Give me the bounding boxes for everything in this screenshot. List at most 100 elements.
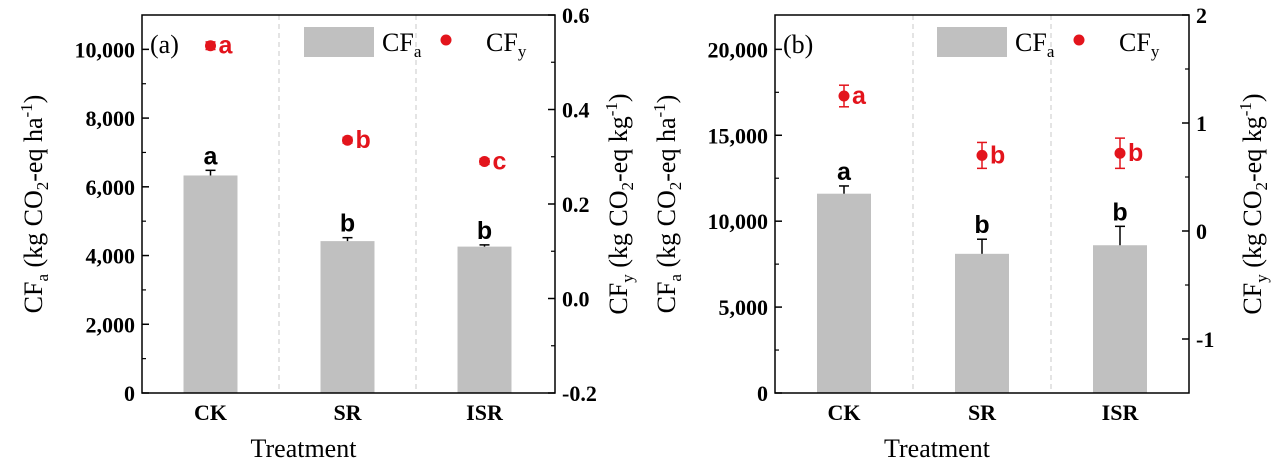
legend-point-label: CFy <box>486 28 527 61</box>
point-significance-letter: b <box>1128 139 1143 167</box>
left-axis-title-part: CF <box>652 282 681 314</box>
left-axis-title-subscript: 2 <box>33 182 52 191</box>
category-label: CK <box>194 400 227 425</box>
bar-ck <box>817 193 871 393</box>
point-significance-letter: a <box>219 32 234 60</box>
left-axis-title-part: -eq ha <box>19 117 48 182</box>
legend-bar-label: CFa <box>382 28 422 61</box>
right-axis-title-part: CF <box>1238 283 1267 315</box>
right-axis-title-part: -eq kg <box>1238 116 1267 182</box>
left-axis-title-part: CF <box>19 282 48 314</box>
bar-significance-letter: b <box>974 211 989 239</box>
point-sr <box>976 149 988 161</box>
left-axis-title-subscript: a <box>666 274 685 282</box>
right-axis-title-part: ) <box>604 93 633 102</box>
legend-point-swatch <box>440 34 452 46</box>
bar-sr <box>955 253 1009 393</box>
point-sr <box>342 134 353 146</box>
legend-point-swatch <box>1073 34 1085 46</box>
chart-panel-a: a b b a b c 0 2,000 4,000 6,000 8,000 10,000 -0.2 0.0… <box>17 3 637 463</box>
legend-bar-subscript: a <box>1047 42 1055 61</box>
left-axis-tick-label: 4,000 <box>86 244 136 269</box>
left-axis-tick-label: 8,000 <box>86 106 136 131</box>
point-significance-letter: b <box>990 141 1005 169</box>
left-axis-tick-label: 2,000 <box>86 312 136 337</box>
point-ck <box>205 40 216 52</box>
chart-panel-b: a b b a b b 0 5,000 10,000 15,000 20,000 -1 0 1 2 CK SR I… <box>650 3 1271 463</box>
right-axis-title-part: (kg CO <box>1238 190 1267 274</box>
left-axis-title-subscript: a <box>33 274 52 282</box>
left-axis-title-superscript: -1 <box>17 103 36 117</box>
right-axis-title-part: (kg CO <box>604 190 633 274</box>
bar-isr <box>1093 245 1147 393</box>
right-axis-title-part: ) <box>1238 93 1267 102</box>
category-label: ISR <box>1102 400 1140 425</box>
right-axis-tick-label: -0.2 <box>562 381 597 406</box>
left-axis-title-part: ) <box>652 95 681 104</box>
bar-significance-letter: a <box>204 142 219 170</box>
x-axis-label: Treatment <box>884 434 991 463</box>
left-axis-title-subscript: 2 <box>666 182 685 191</box>
x-axis-label: Treatment <box>251 434 358 463</box>
right-axis-title: CFy (kg CO2-eq kg-1) <box>602 93 637 314</box>
legend-bar-subscript: a <box>414 42 422 61</box>
right-axis-title-superscript: -1 <box>602 102 621 116</box>
plot-frame <box>774 14 1190 394</box>
right-axis-tick-label: 0.4 <box>562 98 590 123</box>
left-axis-title: CFa (kg CO2-eq ha-1) <box>650 95 685 314</box>
left-axis-tick-label: 5,000 <box>719 295 769 320</box>
right-axis-tick-label: 0 <box>1196 219 1207 244</box>
right-axis-tick-label: 0.6 <box>562 3 590 28</box>
panel-label: (b) <box>783 30 813 59</box>
right-axis-title-superscript: -1 <box>1236 102 1255 116</box>
left-axis-tick-label: 0 <box>124 381 135 406</box>
left-axis-tick-label: 10,000 <box>708 209 769 234</box>
legend-bar-swatch <box>937 27 1007 57</box>
left-axis-title-superscript: -1 <box>650 103 669 117</box>
right-axis-tick-label: 1 <box>1196 111 1207 136</box>
point-significance-letter: c <box>493 147 507 175</box>
left-axis-tick-label: 0 <box>757 381 768 406</box>
panel-label: (a) <box>150 30 179 59</box>
left-axis-title-part: ) <box>19 95 48 104</box>
right-axis-title-subscript: 2 <box>618 182 637 191</box>
category-label: SR <box>333 400 362 425</box>
point-isr <box>1114 147 1126 159</box>
point-isr <box>479 155 490 167</box>
left-axis-title: CFa (kg CO2-eq ha-1) <box>17 95 52 314</box>
right-axis-title-part: CF <box>604 283 633 315</box>
right-axis-tick-label: 2 <box>1196 3 1207 28</box>
point-significance-letter: b <box>356 126 371 154</box>
bar-isr <box>457 246 512 393</box>
category-label: ISR <box>466 400 504 425</box>
right-axis-title-part: -eq kg <box>604 116 633 182</box>
right-axis-title-subscript: 2 <box>1252 182 1271 191</box>
left-axis-title-part: (kg CO <box>652 190 681 274</box>
point-significance-letter: a <box>852 82 867 110</box>
bar-significance-letter: a <box>837 158 852 186</box>
right-axis-tick-label: 0.0 <box>562 287 590 312</box>
bar-ck <box>183 175 238 393</box>
right-axis-tick-label: 0.2 <box>562 192 590 217</box>
legend-point-subscript: y <box>1151 42 1160 61</box>
right-axis-title-subscript: y <box>1252 274 1271 283</box>
legend-bar-name: CF <box>382 28 414 57</box>
legend-bar-name: CF <box>1015 28 1047 57</box>
bar-significance-letter: b <box>1112 198 1127 226</box>
left-axis-tick-label: 15,000 <box>708 123 769 148</box>
right-axis-tick-label: -1 <box>1196 327 1214 352</box>
bar-significance-letter: b <box>477 217 492 245</box>
category-label: SR <box>968 400 997 425</box>
legend-point-subscript: y <box>518 42 527 61</box>
left-axis-title-part: (kg CO <box>19 190 48 274</box>
legend-point-label: CFy <box>1119 28 1160 61</box>
category-label: CK <box>828 400 861 425</box>
left-axis-tick-label: 6,000 <box>86 175 136 200</box>
left-axis-tick-label: 10,000 <box>75 37 136 62</box>
legend-bar-swatch <box>304 27 374 57</box>
left-axis-tick-label: 20,000 <box>708 37 769 62</box>
bar-significance-letter: b <box>340 210 355 238</box>
right-axis-title-subscript: y <box>618 274 637 283</box>
legend-point-name: CF <box>486 28 518 57</box>
